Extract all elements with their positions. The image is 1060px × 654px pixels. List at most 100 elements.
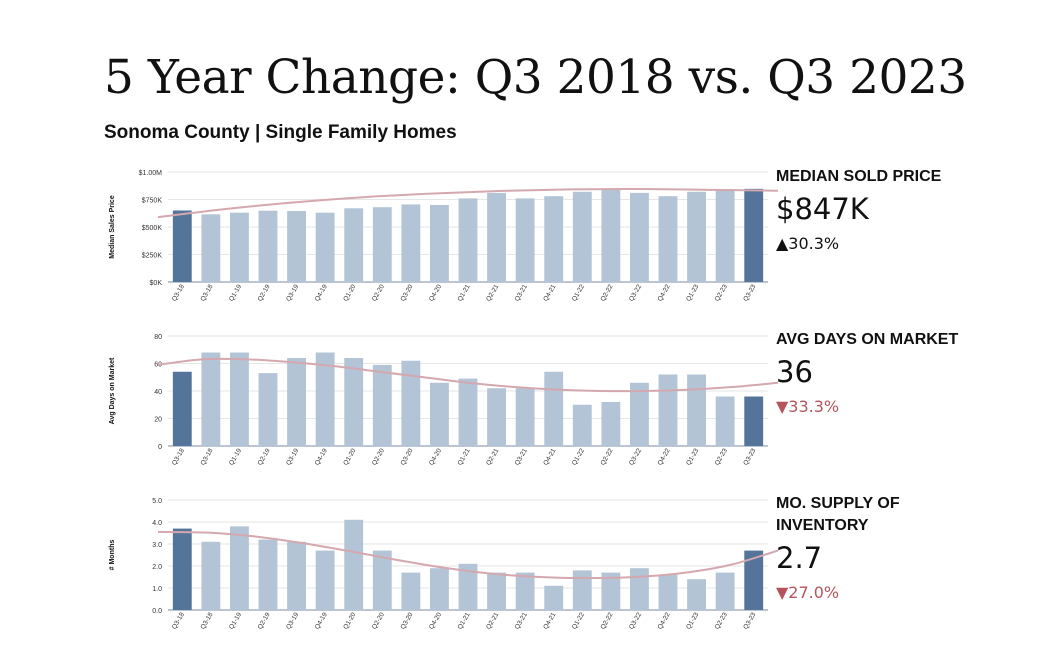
x-tick-label: Q1-21 [457,611,472,630]
x-tick-label: Q3-18 [199,447,214,466]
bar [458,378,478,446]
bar [687,374,706,446]
bar [230,526,249,610]
median-price-panel: MEDIAN SOLD PRICE $847K ▲30.3% [776,166,966,253]
x-tick-label: Q4-20 [428,611,443,630]
x-tick-label: Q1-22 [571,283,586,302]
x-tick-label: Q4-21 [542,283,557,302]
bar [487,572,506,610]
x-tick-label: Q2-22 [599,447,614,466]
bar [172,528,192,610]
x-tick-label: Q1-19 [228,611,243,630]
bar [401,204,421,282]
bar [515,198,535,282]
trend-line [157,530,779,580]
median-price-change: ▲30.3% [776,234,840,253]
bar [201,352,221,446]
bar [372,207,392,282]
bar [458,198,478,282]
y-tick-label: $750K [142,198,163,205]
x-tick-label: Q2-21 [485,283,500,302]
x-tick-label: Q2-19 [257,611,272,630]
trend-line [157,357,779,393]
x-tick-label: Q3-18 [171,447,186,466]
x-tick-label: Q3-18 [171,611,186,630]
bar [544,196,564,282]
months-supply-label: MO. SUPPLY OF INVENTORY [776,495,900,534]
y-tick-label: 20 [154,417,162,424]
y-tick-label: 1.0 [152,586,162,593]
bar [601,189,621,282]
x-tick-label: Q3-23 [742,447,757,466]
bar [430,205,449,282]
x-tick-label: Q1-22 [571,447,586,466]
bar [630,192,649,282]
x-tick-label: Q3-21 [514,611,529,630]
x-tick-label: Q2-20 [371,611,386,630]
bar [344,519,364,610]
median-price-label: MEDIAN SOLD PRICE [776,168,942,185]
bar [544,371,564,446]
bar [287,211,306,282]
y-tick-label: 2.0 [152,564,162,571]
bar [744,550,764,610]
y-axis-title: # Months [109,540,116,571]
median-price-chart: $0K $250K $500K $750K $1.00M Median Sales Pri… [109,170,779,303]
bar [544,585,564,610]
bar [258,210,278,282]
x-tick-label: Q2-23 [714,447,729,466]
x-tick-label: Q3-19 [285,447,300,466]
y-tick-label: $500K [142,225,163,232]
bar [372,364,392,446]
x-tick-label: Q1-19 [228,283,243,302]
bar [601,402,621,446]
bar [658,196,678,282]
x-tick-label: Q3-19 [285,283,300,302]
bar [687,579,706,610]
x-tick-label: Q2-22 [599,611,614,630]
bar [315,550,335,610]
y-tick-label: 80 [154,334,162,341]
bar [172,371,192,446]
bar [287,541,306,610]
x-tick-label: Q4-20 [428,447,443,466]
x-tick-label: Q4-21 [542,447,557,466]
bar [401,360,421,446]
y-tick-label: 0 [158,444,162,451]
x-tick-label: Q1-21 [457,447,472,466]
x-tick-label: Q1-23 [685,283,700,302]
x-tick-label: Q3-18 [171,283,186,302]
bar [230,212,249,282]
bar [372,550,392,610]
x-tick-label: Q4-19 [314,283,329,302]
x-tick-label: Q2-23 [714,283,729,302]
bar [744,396,764,446]
page-subtitle: Sonoma County | Single Family Homes [104,122,457,143]
x-tick-label: Q4-22 [657,447,672,466]
bar [687,191,706,282]
y-axis-title: Avg Days on Market [109,357,116,424]
months-supply-change: ▼27.0% [776,583,840,602]
x-tick-label: Q2-19 [257,283,272,302]
y-tick-label: $1.00M [139,170,163,177]
bar [715,189,735,282]
x-tick-label: Q3-21 [514,447,529,466]
x-tick-label: Q2-20 [371,447,386,466]
bar [401,572,421,610]
x-tick-label: Q3-21 [514,283,529,302]
bar [258,373,278,446]
bar [230,352,249,446]
x-tick-label: Q4-22 [657,283,672,302]
x-tick-label: Q3-22 [628,283,643,302]
bar [601,572,621,610]
bar [658,574,678,610]
bar [430,568,449,610]
x-tick-label: Q1-19 [228,447,243,466]
x-tick-label: Q2-19 [257,447,272,466]
bar [287,358,306,446]
bar [715,572,735,610]
x-tick-label: Q1-21 [457,283,472,302]
y-tick-label: 40 [154,389,162,396]
median-price-value: $847K [776,192,869,226]
